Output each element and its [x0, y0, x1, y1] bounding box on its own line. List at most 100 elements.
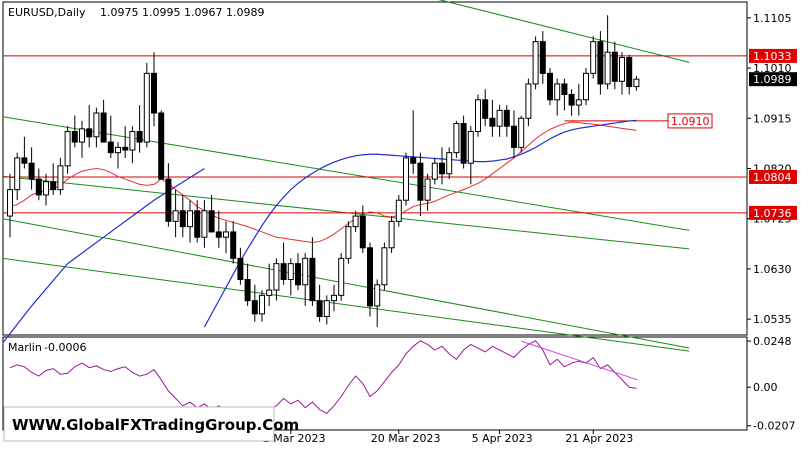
candle-bull: [331, 294, 337, 302]
candle-bull: [374, 284, 381, 307]
osc-tick-label: 0.0248: [753, 335, 792, 348]
candle-bull: [453, 123, 460, 154]
candle-bear: [316, 300, 323, 317]
osc-tick-label: 0.00: [753, 381, 778, 394]
level-label-1.0804: 1.0804: [753, 171, 792, 184]
level-label-1.1033: 1.1033: [753, 50, 792, 63]
candle-bear: [251, 300, 258, 315]
price-tick-label: 1.0535: [753, 313, 792, 326]
candle-bear: [561, 83, 568, 96]
candle-bear: [611, 51, 618, 82]
candle-bear: [539, 41, 546, 74]
candle-bear: [122, 146, 129, 151]
candle-bear: [482, 99, 489, 119]
candle-bear: [136, 131, 143, 143]
indicator-name: Marlin: [8, 341, 42, 354]
oscillator-panel-frame: [2, 336, 748, 431]
candle-bull: [604, 51, 611, 85]
time-tick-label: 2 Mar 2023: [263, 432, 326, 445]
candle-bull: [575, 99, 582, 106]
candle-bull: [273, 263, 280, 291]
price-tick-label: 1.0630: [753, 263, 792, 276]
candle-bull: [266, 289, 273, 296]
candle-bear: [50, 181, 57, 191]
candle-bull: [475, 99, 481, 132]
candle-bull: [381, 247, 388, 286]
candle-bear: [35, 178, 42, 196]
candle-bear: [86, 128, 93, 138]
candle-bear: [100, 112, 107, 143]
candle-bear: [439, 162, 445, 175]
candle-bear: [309, 257, 316, 302]
candle-bull: [532, 41, 539, 85]
candle-bull: [57, 165, 64, 191]
channel-line-3: [2, 257, 690, 352]
candle-bear: [489, 117, 496, 127]
level-box-1.0736: [749, 205, 797, 220]
candle-bear: [626, 57, 633, 88]
candle-bull: [93, 112, 100, 138]
candle-bull: [431, 162, 438, 180]
candle-bull: [395, 199, 402, 222]
candle-bear: [208, 210, 215, 233]
candle-bull: [388, 220, 395, 249]
candle-bear: [151, 72, 157, 114]
candle-bull: [79, 128, 85, 143]
candle-bull: [338, 257, 345, 296]
price-tick-label: 1.1105: [753, 12, 792, 25]
osc-tick-label: -0.0207: [753, 420, 795, 433]
current-price-label: 1.0989: [753, 73, 792, 86]
candle-bear: [568, 94, 575, 106]
candle-bull: [633, 78, 640, 88]
candle-bear: [28, 162, 35, 180]
candle-bull: [424, 178, 431, 201]
candle-bear: [503, 109, 510, 127]
candle-bull: [187, 210, 193, 228]
level-box-1.0804: [749, 169, 797, 184]
candle-bear: [215, 231, 222, 238]
candle-bull: [345, 226, 352, 259]
time-tick-label: 20 Mar 2023: [371, 432, 441, 445]
candles: [7, 15, 640, 328]
ma-slow-line-early: [2, 167, 205, 344]
price-tick-label: 1.1010: [753, 62, 792, 75]
candle-bear: [158, 112, 165, 180]
candle-bear: [547, 72, 553, 101]
chart-header-ohlc: 1.0975 1.0995 1.0967 1.0989: [100, 6, 264, 19]
candle-bear: [179, 210, 186, 228]
candle-bear: [417, 162, 424, 201]
candle-bear: [21, 157, 28, 164]
candle-bull: [302, 257, 309, 286]
watermark-text: WWW.GlobalFXTradingGroup.Com: [12, 416, 299, 434]
candle-bull: [223, 231, 229, 238]
candle-bull: [7, 189, 13, 217]
candle-bear: [460, 123, 467, 164]
level-box-1.0910: [667, 113, 713, 129]
candle-bear: [597, 41, 604, 85]
channel-line-4: [438, 0, 690, 63]
candle-bear: [359, 215, 366, 249]
candle-bear: [107, 141, 114, 154]
chart-header-symbol: EURUSD,Daily: [8, 6, 86, 19]
candle-bull: [352, 215, 359, 228]
level-label-1.0910: 1.0910: [671, 115, 710, 128]
candle-bear: [165, 178, 172, 222]
candle-bull: [619, 57, 625, 82]
channel-line-2: [2, 218, 690, 349]
level-label-1.0736: 1.0736: [753, 207, 792, 220]
time-axis: 2 Mar 2023 20 Mar 2023 5 Apr 2023 21 Apr 20…: [263, 430, 633, 445]
candle-bear: [295, 263, 301, 286]
candle-bull: [129, 131, 136, 151]
candle-bear: [244, 279, 251, 302]
level-labels: 1.1033 1.0804 1.0736 1.0910: [667, 48, 797, 220]
time-tick-label: 5 Apr 2023: [472, 432, 533, 445]
candle-bull: [259, 294, 265, 315]
channel-lines: [2, 0, 690, 352]
candle-bull: [590, 41, 597, 74]
candle-bull: [323, 300, 330, 317]
candle-bear: [230, 231, 237, 259]
candle-bull: [143, 72, 150, 143]
indicator-value: -0.0006: [44, 341, 86, 354]
